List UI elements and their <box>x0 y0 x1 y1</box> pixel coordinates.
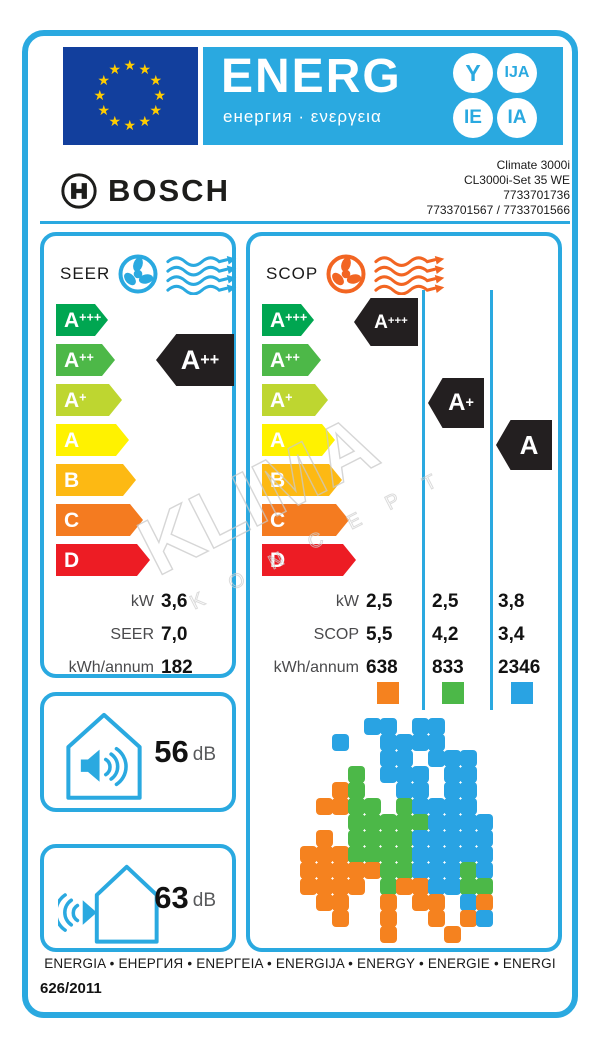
scale-arrow-B: B <box>56 464 136 496</box>
scale-arrow-D: D <box>262 544 356 576</box>
eu-flag-star: ★ <box>97 102 111 118</box>
product-line: 7733701567 / 7733701566 <box>426 203 570 217</box>
seer-rating-indicator: A ++ <box>156 334 234 386</box>
scale-arrow-A: A <box>56 424 129 456</box>
cold-zone-swatch <box>511 682 533 704</box>
scop-kwh-warm: 638 <box>366 656 398 678</box>
scop-scop-cold: 3,4 <box>498 623 525 645</box>
scale-arrow-A++: A++ <box>262 344 321 376</box>
footer-regulation: 626/2011 <box>40 980 102 997</box>
outdoor-db-unit: dB <box>192 890 216 911</box>
brand-row: BOSCH <box>60 172 230 210</box>
scop-panel: SCOP <box>246 232 562 952</box>
energ-suffix-ie: IE <box>453 98 493 138</box>
scale-arrow-A: A <box>262 424 335 456</box>
scop-kwh-label: kWh/annum <box>273 658 359 676</box>
footer-languages: ENERGIA • ЕНЕРГИЯ • ΕΝΕΡΓΕΙΑ • ENERGIJA … <box>44 956 556 971</box>
product-line: Climate 3000i <box>496 158 570 172</box>
seer-kw-label: kW <box>130 592 154 610</box>
outdoor-noise-box: 63 dB <box>40 844 236 952</box>
seer-label: SEER <box>60 264 111 283</box>
eu-flag-star: ★ <box>153 87 167 103</box>
scop-label: SCOP <box>266 264 319 283</box>
eu-flag-star: ★ <box>97 72 111 88</box>
scale-arrow-C: C <box>262 504 349 536</box>
scop-rating-cold: A <box>496 420 552 470</box>
eu-flag-star: ★ <box>93 87 107 103</box>
indoor-noise-value: 56 dB <box>154 696 216 808</box>
energ-title: ENERG <box>221 50 402 103</box>
scale-arrow-A+++: A+++ <box>56 304 108 336</box>
outdoor-noise-value: 63 dB <box>154 848 216 948</box>
brand-name: BOSCH <box>108 173 230 208</box>
climate-column-divider <box>422 290 425 710</box>
eu-flag-icon: ★ ★ ★ ★ ★ ★ ★ ★ ★ ★ ★ ★ <box>63 47 198 145</box>
seer-kw-value: 3,6 <box>161 590 188 612</box>
climate-column-divider <box>490 290 493 710</box>
energ-subtitle: енергия · ενεργεια <box>223 107 382 126</box>
energ-banner: ENERG енергия · ενεργεια Y IJA IE IA <box>203 47 563 145</box>
scop-rating-warm: A +++ <box>354 298 418 346</box>
energ-suffix-y: Y <box>453 53 493 93</box>
seer-panel: SEER <box>40 232 237 678</box>
scale-arrow-A++: A++ <box>56 344 115 376</box>
scop-scop-label: SCOP <box>313 625 359 643</box>
scop-scop-average: 4,2 <box>432 623 459 645</box>
product-info: Climate 3000i CL3000i-Set 35 WE 77337017… <box>427 158 570 218</box>
average-zone-swatch <box>442 682 464 704</box>
scale-arrow-A+: A+ <box>262 384 328 416</box>
energ-suffix-ija: IJA <box>497 53 537 93</box>
eu-flag-star: ★ <box>149 102 163 118</box>
seer-seer-label: SEER <box>110 625 154 643</box>
climate-map <box>300 718 524 943</box>
eu-flag-star: ★ <box>108 112 122 129</box>
bosch-logo-icon <box>61 173 97 209</box>
scale-arrow-A+: A+ <box>56 384 122 416</box>
scop-kw-average: 2,5 <box>432 590 459 612</box>
eu-flag-star: ★ <box>123 117 137 133</box>
seer-kwh-label: kWh/annum <box>68 658 154 676</box>
scale-arrow-D: D <box>56 544 150 576</box>
indoor-db-unit: dB <box>192 744 216 765</box>
scale-arrow-A+++: A+++ <box>262 304 314 336</box>
eu-flag-star: ★ <box>108 61 122 78</box>
seer-seer-value: 7,0 <box>161 623 188 645</box>
scop-values: kW 2,5 2,5 3,8 SCOP 5,5 4,2 3,4 kWh/annu… <box>258 585 541 684</box>
scop-kw-label: kW <box>335 592 359 610</box>
eu-flag-star: ★ <box>138 61 152 78</box>
outdoor-db-number: 63 <box>154 880 189 915</box>
scop-scale: A+++ A++ A+ A B C D <box>262 304 356 584</box>
seer-kwh-value: 182 <box>161 656 193 678</box>
scale-arrow-B: B <box>262 464 342 496</box>
indoor-sound-level-icon <box>66 712 142 800</box>
energ-suffix-ia: IA <box>497 98 537 138</box>
indoor-db-number: 56 <box>154 734 189 769</box>
seer-values: kW 3,6 SEER 7,0 kWh/annum 182 <box>52 585 193 684</box>
warm-air-waves-icon <box>374 255 445 295</box>
fan-cooling-icon <box>118 254 158 294</box>
label-border <box>22 30 578 1018</box>
scop-kwh-cold: 2346 <box>498 656 541 678</box>
eu-flag-star: ★ <box>123 57 137 73</box>
fan-heating-icon <box>326 254 366 294</box>
scop-scop-warm: 5,5 <box>366 623 393 645</box>
eu-flag-star: ★ <box>138 112 152 129</box>
scale-arrow-C: C <box>56 504 143 536</box>
indoor-noise-box: 56 dB <box>40 692 236 812</box>
warm-zone-swatch <box>377 682 399 704</box>
scop-kwh-average: 833 <box>432 656 464 678</box>
scop-kw-warm: 2,5 <box>366 590 393 612</box>
scop-kw-cold: 3,8 <box>498 590 525 612</box>
cool-air-waves-icon <box>166 255 237 295</box>
seer-scale: A+++ A++ A+ A B C D <box>56 304 150 584</box>
product-line: 7733701736 <box>503 188 570 202</box>
product-line: CL3000i-Set 35 WE <box>463 173 570 187</box>
eu-flag-star: ★ <box>149 72 163 88</box>
outdoor-sound-level-icon <box>58 864 159 944</box>
header-separator <box>40 221 570 224</box>
scop-rating-average: A + <box>428 378 484 428</box>
